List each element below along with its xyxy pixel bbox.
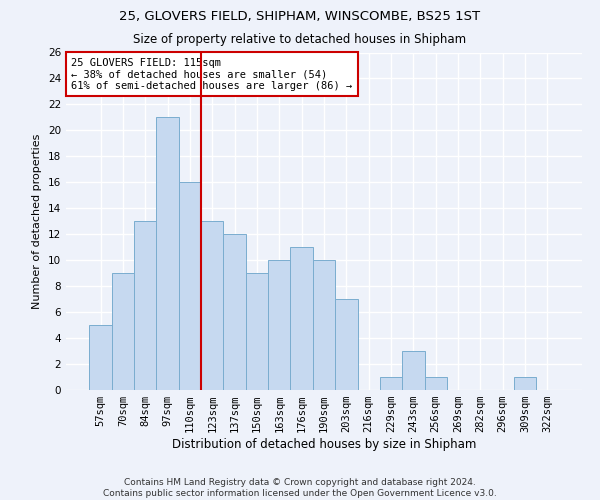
Bar xyxy=(134,221,157,390)
Bar xyxy=(514,377,536,390)
Bar xyxy=(290,247,313,390)
Bar xyxy=(179,182,201,390)
Bar xyxy=(313,260,335,390)
Bar xyxy=(335,299,358,390)
Bar xyxy=(89,325,112,390)
Bar xyxy=(201,221,223,390)
X-axis label: Distribution of detached houses by size in Shipham: Distribution of detached houses by size … xyxy=(172,438,476,451)
Text: Contains HM Land Registry data © Crown copyright and database right 2024.
Contai: Contains HM Land Registry data © Crown c… xyxy=(103,478,497,498)
Bar xyxy=(380,377,402,390)
Bar xyxy=(223,234,246,390)
Text: 25, GLOVERS FIELD, SHIPHAM, WINSCOMBE, BS25 1ST: 25, GLOVERS FIELD, SHIPHAM, WINSCOMBE, B… xyxy=(119,10,481,23)
Text: 25 GLOVERS FIELD: 115sqm
← 38% of detached houses are smaller (54)
61% of semi-d: 25 GLOVERS FIELD: 115sqm ← 38% of detach… xyxy=(71,58,352,91)
Bar xyxy=(157,118,179,390)
Bar xyxy=(246,273,268,390)
Bar xyxy=(268,260,290,390)
Bar xyxy=(402,351,425,390)
Y-axis label: Number of detached properties: Number of detached properties xyxy=(32,134,43,309)
Bar xyxy=(112,273,134,390)
Text: Size of property relative to detached houses in Shipham: Size of property relative to detached ho… xyxy=(133,32,467,46)
Bar xyxy=(425,377,447,390)
